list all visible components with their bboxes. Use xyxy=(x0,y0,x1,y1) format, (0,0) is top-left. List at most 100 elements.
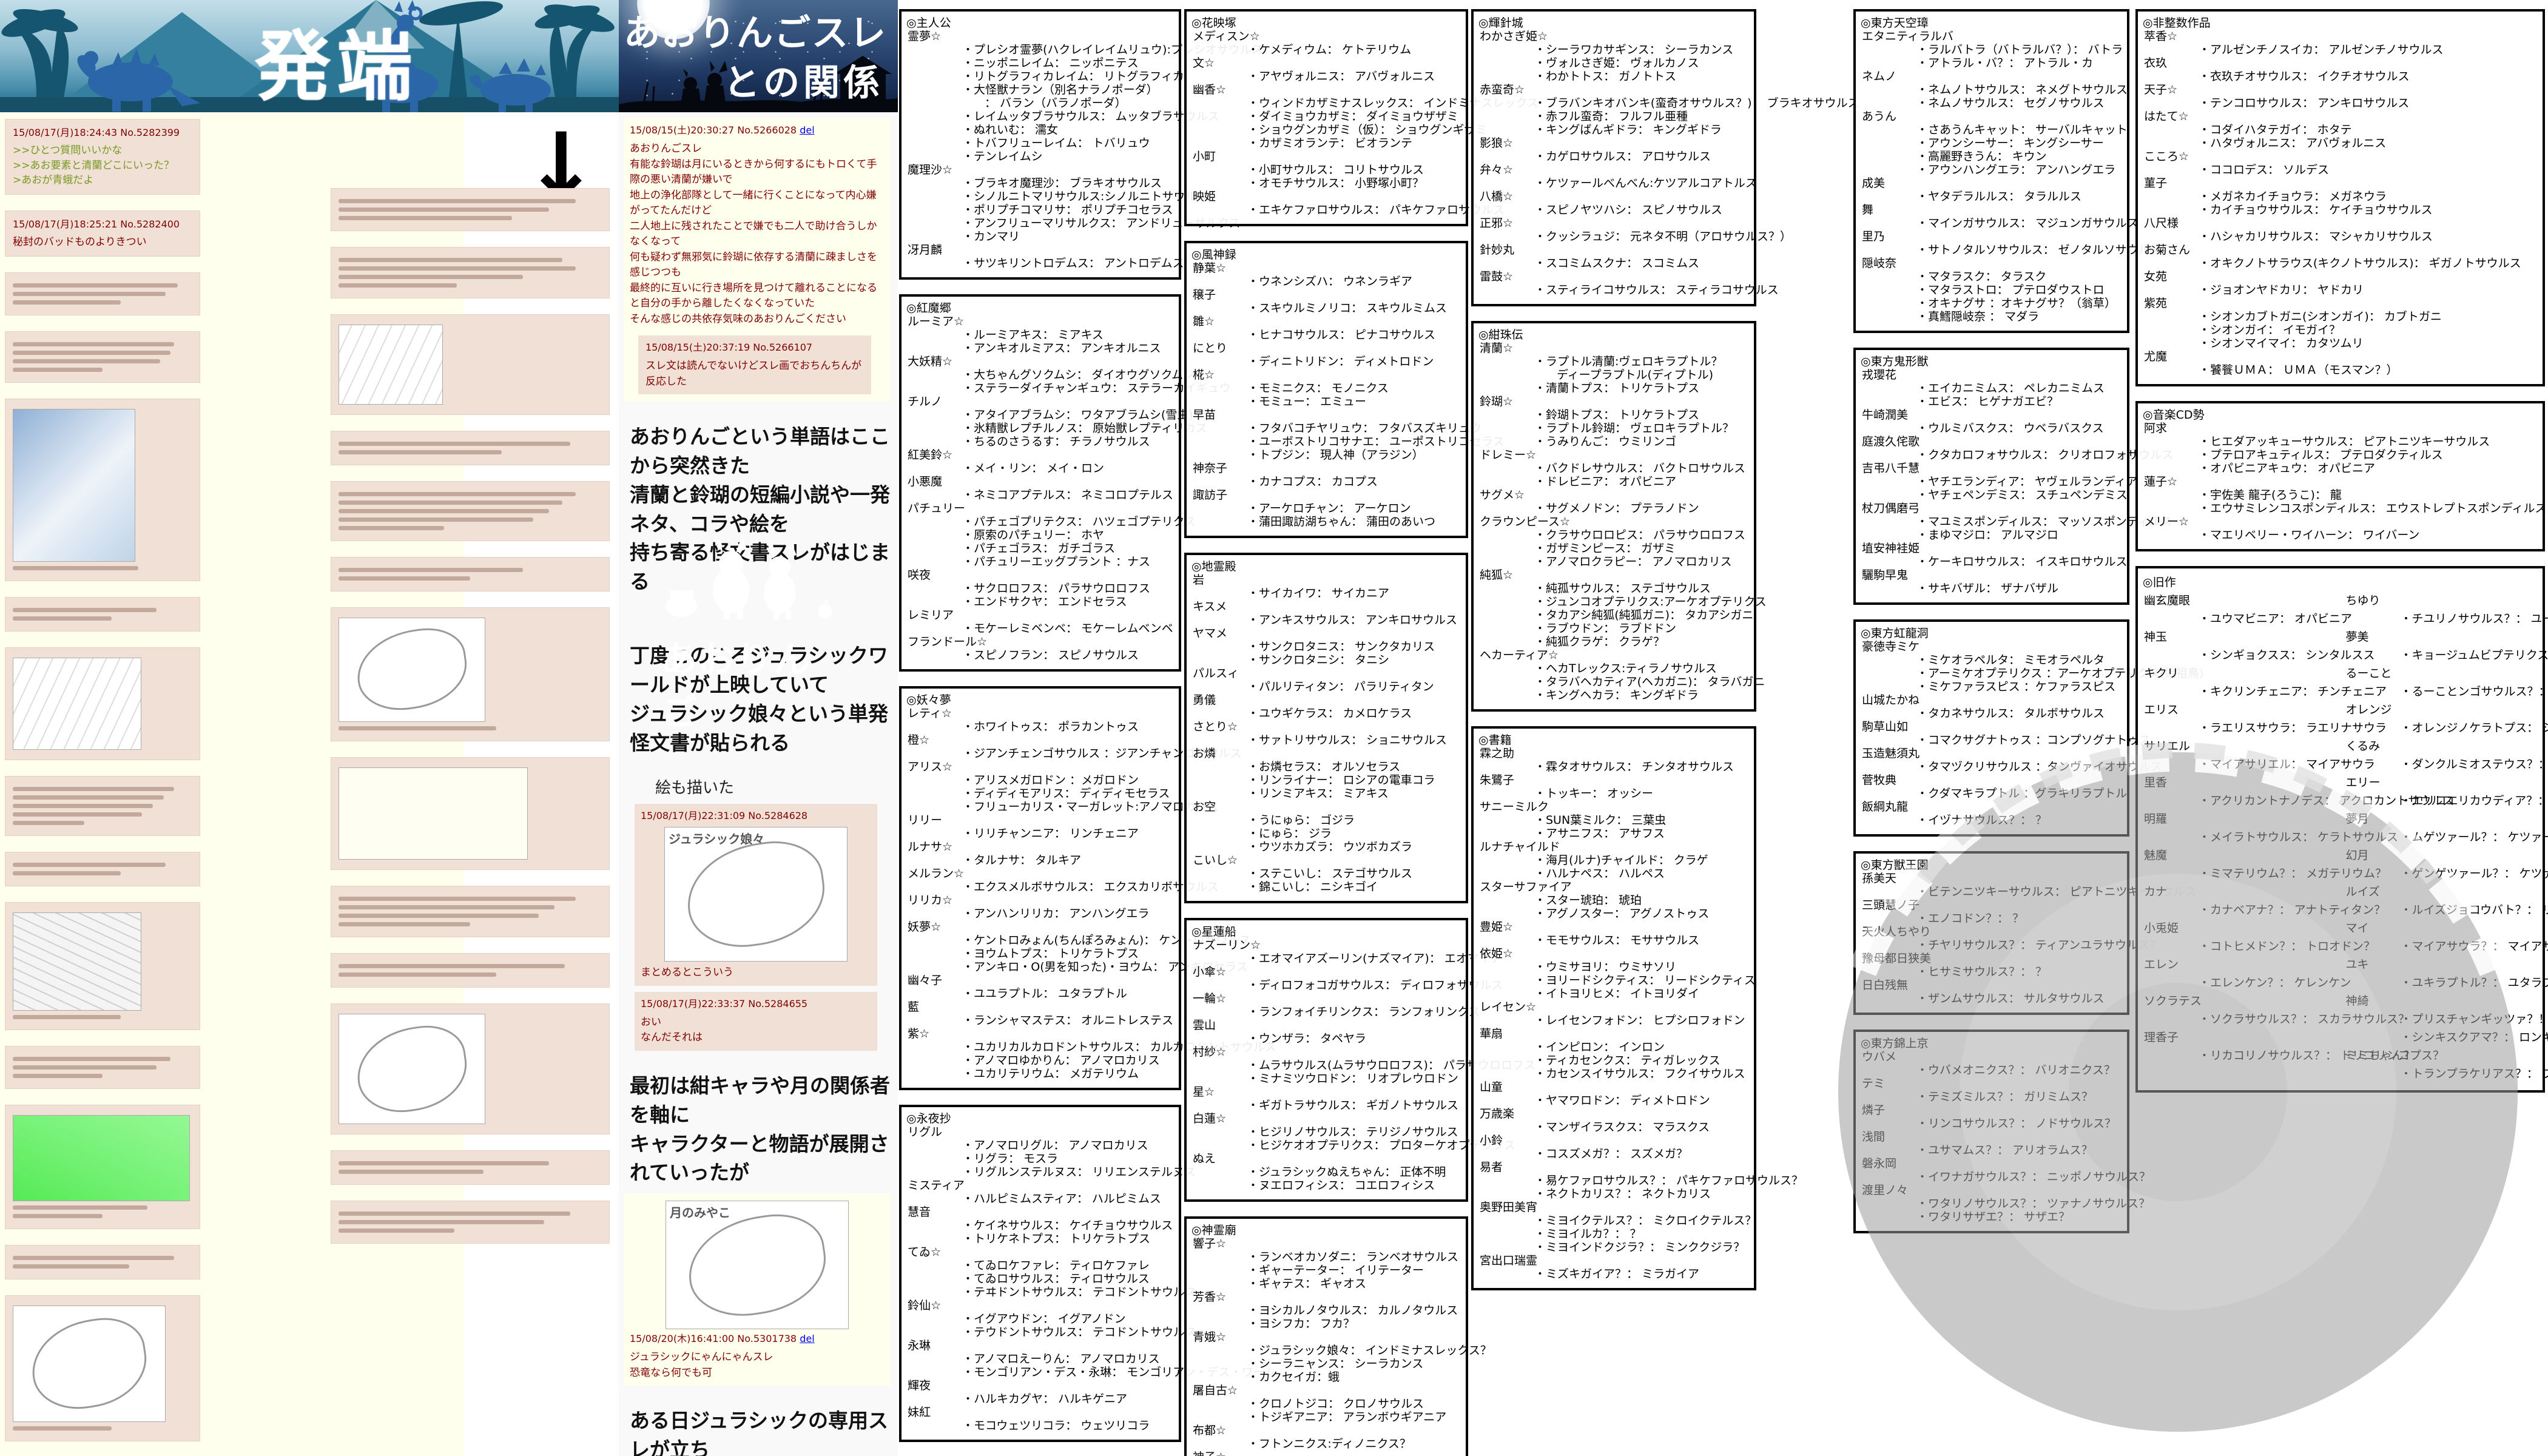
character-block: 椛☆ ・モミニクス： モノニクス ・モミュー： エミュー xyxy=(1191,368,1461,408)
character-name: 浅間 xyxy=(1862,1130,1886,1144)
post-image[interactable] xyxy=(13,1305,166,1422)
character-name: 神子☆ xyxy=(1191,1451,1461,1456)
narration-line: 清蘭と鈴瑚の短編小説や一発ネタ、コラや絵を xyxy=(630,482,890,536)
character-name: 穣子 xyxy=(1193,288,1216,302)
section-音楽CD勢: ◎音楽CD勢 阿求 ・ヒエダアッキューサウルス： ピアトニツキーサウルス ・プテロアキ… xyxy=(2135,401,2546,551)
character-name: エレン xyxy=(2144,958,2179,971)
character-name: 冴月麟 xyxy=(908,243,943,257)
character-block: ルナサ☆ ・タルナサ： タルキア xyxy=(906,840,1174,867)
nickname-entry: ・ニッポニレイム： ニッポニテス xyxy=(962,56,1139,70)
character-name: 青娥☆ xyxy=(1193,1330,1227,1344)
character-name: 橙☆ xyxy=(908,733,930,747)
character-block: 穣子 ・スキウルミノリコ： スキウルミムス xyxy=(1191,288,1461,315)
nickname-entry: ・ウィンドカザミナスレックス： インドミナスレックス xyxy=(1247,96,1539,110)
redacted-text-line xyxy=(13,367,103,372)
nickname-entry: ・ドレビニア： オパビニア xyxy=(1534,475,1677,488)
nickname-entry: ・サァトリサウルス： ショニサウルス xyxy=(1247,733,1448,747)
character-block: 慧音 ・ケイネサウルス： ケイチョウサウルス ・トリケネトプス： トリケラトプス xyxy=(906,1205,1174,1245)
post-text: おい xyxy=(641,1016,661,1028)
del-link[interactable]: del xyxy=(800,1333,815,1345)
character-block: 易者 ・易ケファロサウルス？： パキケファロサウルス？ ・ネクトカリス？： ネクトカ… xyxy=(1478,1161,1803,1201)
character-name: 針妙丸 xyxy=(1480,243,1515,257)
redacted-text-line xyxy=(13,565,139,570)
thread-post: 15/08/17(月)18:24:43 No.5282399 >>ひとつ質問いいか… xyxy=(5,119,200,195)
nickname-entry: ・スティライコサウルス： スティラコサウルス xyxy=(1534,283,1779,297)
nickname-entry: ・ヒエダアッキューサウルス： ピアトニツキーサウルス xyxy=(2199,435,2490,448)
character-block: にとり ・ディニトリドン： ディメトロドン xyxy=(1191,342,1461,368)
thread-post: 15/08/17(月)18:25:21 No.5282400 秘封のバッドものより… xyxy=(5,211,200,257)
nickname-entry: ・ランシャマステス： オルニトレステス xyxy=(962,1014,1174,1027)
post-image[interactable] xyxy=(13,657,141,750)
character-name: キクリ xyxy=(2144,667,2179,680)
character-name: 赤蛮奇☆ xyxy=(1480,83,1525,96)
nickname-entry: ・ワタリサザエ？： サザエ？ xyxy=(1916,1210,2071,1224)
character-block: 藍・ランシャマステス： オルニトレステス xyxy=(906,1000,1174,1027)
caption: 絵も描いた xyxy=(655,779,735,798)
character-block: メディスン☆ ・ケメディウム： ケトテリウム xyxy=(1191,30,1461,56)
nickname-entry: ・ヒジケオオプテリクス： プロターケオプテリクス xyxy=(1247,1139,1515,1152)
nickname-entry: ・アルゼンチノスイカ： アルゼンチノサウルス xyxy=(2199,43,2444,56)
banner2-title-line2: との関係 xyxy=(723,62,883,104)
thread-post xyxy=(5,272,200,315)
nickname-entry: ・ラルバトラ（バトラルバ？）： バトラ xyxy=(1916,43,2123,56)
post-image[interactable] xyxy=(13,1114,190,1201)
character-block: サリエル ・マイアサリエル： マイアサウラ xyxy=(2143,737,2375,774)
post-image[interactable] xyxy=(339,767,528,860)
character-name: 永琳 xyxy=(908,1339,931,1352)
nickname-entry: ・アトラル・バ？： アトラル・カ xyxy=(1916,56,2094,70)
nickname-entry: ・テンレイムシ xyxy=(962,150,1043,163)
nickname-entry: ・エオマイアズーリン(ナズマイア)： エオマイア xyxy=(1247,952,1502,965)
post-header: 15/08/15(土)20:30:27 No.5266028 del xyxy=(630,124,815,136)
character-block: 幽々子 ・ユユラプトル： ユタラプトル xyxy=(906,974,1174,1000)
character-name: 咲夜 xyxy=(908,568,931,582)
character-block: エリス ・ラエリスサウラ： ラエリナサウラ xyxy=(2143,701,2387,737)
character-block: 奥野田美宵 ・ミヨイクテルス？： ミクロイクテルス？ ・ミヨイルカ？： ？・ミヨイン… xyxy=(1478,1201,1756,1254)
post-image[interactable] xyxy=(13,912,141,1011)
post-text: 二人地上に残されたことで嫌でも二人で助け合うしかなくなって xyxy=(630,220,877,248)
nickname-entry: ・カイチョウサウルス： ケイチョウサウルス xyxy=(2199,203,2433,217)
nickname-entry: ・アノマロクラピー： アノマロカリス xyxy=(1534,555,1732,568)
nickname-entry: ・ミナミツウロドン： リオプレウロドン xyxy=(1247,1072,1459,1085)
character-name: 玉造魅須丸 xyxy=(1862,747,1920,760)
nickname-entry: ・エキケファロサウルス： パキケファロサウルス xyxy=(1247,203,1505,217)
nickname-entry: ・アーミケオプテリクス ：アーケオプテリクス(始祖鳥) xyxy=(1916,667,2204,680)
post-image[interactable] xyxy=(339,618,485,722)
character-name: 宮出口瑞霊 xyxy=(1480,1254,1538,1267)
redacted-text-line xyxy=(339,1170,484,1174)
character-name: レティ☆ xyxy=(908,707,952,720)
nickname-entry: ・ステラーダイチャンギュウ： ステラーカイギュウ xyxy=(962,382,1231,395)
del-link[interactable]: del xyxy=(800,124,815,136)
post-image[interactable] xyxy=(13,408,135,562)
character-name: 日白残無 xyxy=(1862,979,1909,992)
post-image[interactable] xyxy=(339,1014,485,1124)
character-block: 理香子 ・リカコリノサウルス？： ドリコリンコプス？ xyxy=(2143,1028,2444,1065)
nickname-entry: ・錦こいし： ニシキゴイ xyxy=(1247,880,1378,894)
nickname-entry: ・トリケネトプス： トリケラトプス xyxy=(962,1232,1151,1245)
post-image[interactable]: ジュラシック娘々 xyxy=(664,827,848,962)
thread-post xyxy=(331,188,610,231)
character-block: 響子☆ ・ランベオカソダニ： ランベオサウルス ・ギャーテーター： イリテーター ・ギ… xyxy=(1191,1237,1461,1290)
nickname-entry: ・アウンシーサー： キングシーサー xyxy=(1916,136,2104,150)
post-image[interactable]: 月のみやこ xyxy=(666,1201,849,1330)
nickname-entry: ・原索のパチュリー： ホヤ xyxy=(962,528,1105,542)
character-name: わかさぎ姫☆ xyxy=(1480,30,1548,43)
post-image[interactable] xyxy=(339,325,443,405)
character-block: 玉造魅須丸 ・タマヅクリサウルス ：タンヴァイオサウルス xyxy=(1861,747,2162,774)
character-block: 諏訪子 ・アーケロチャン： アーケロン ・蒲田諏訪湖ちゃん： 蒲田のあいつ xyxy=(1191,488,1461,528)
character-name: 吉弔八千慧 xyxy=(1862,462,1920,475)
section-title: ◎妖々夢 xyxy=(906,693,951,707)
character-block: 永琳 ・アノマロえーりん： アノマロカリス ・モンゴリアン・デス・永琳： モンゴリア… xyxy=(906,1339,1276,1379)
character-block: テミ ・テミズミルス？： ガリミムス？ xyxy=(1861,1077,2122,1104)
character-block: 小町 ・小町サウルス： コリトサウルス ・オモチサウルス： 小野塚小町？ xyxy=(1191,150,1461,190)
nickname-entry: ・パチェゴラス： ガチゴラス xyxy=(962,542,1116,555)
redacted-text-line xyxy=(339,1220,544,1224)
character-name: ウバメ xyxy=(1862,1050,1897,1063)
character-block: レミリア ・モケーレミベンベ： モケーレムベンベ xyxy=(906,608,1174,635)
character-name: 一輪☆ xyxy=(1193,992,1227,1005)
nickname-entry: ・モモサウルス： モササウルス xyxy=(1534,934,1700,947)
character-name: レイセン☆ xyxy=(1480,1000,1537,1014)
character-name: 豫母都日狭美 xyxy=(1862,952,1932,965)
character-name: 幽玄魔眼 xyxy=(2144,594,2191,607)
thread-column-1: 15/08/17(月)18:24:43 No.5282399 >>ひとつ質問いいか… xyxy=(5,119,200,1456)
nickname-entry: ・コトヒメドン？： トロオドン？ xyxy=(2199,940,2376,953)
